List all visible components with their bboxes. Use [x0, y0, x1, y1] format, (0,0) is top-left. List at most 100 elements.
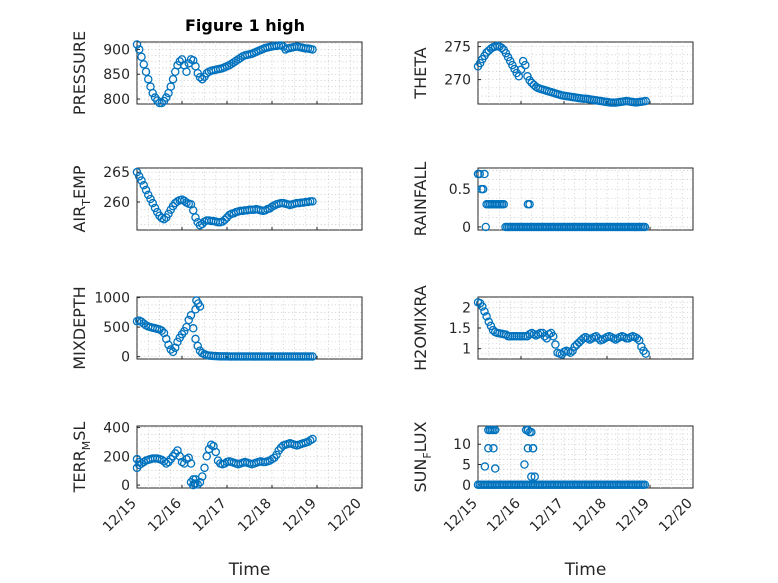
data-point — [632, 334, 642, 343]
data-point — [139, 181, 148, 190]
y-tick-label: 1 — [462, 342, 471, 358]
data-point — [551, 340, 560, 349]
data-point — [308, 352, 317, 361]
y-tick-label: 260 — [103, 195, 130, 211]
data-point — [134, 460, 144, 470]
axes-pressure: 800 850 900 PRESSURE — [70, 31, 363, 115]
data-point — [166, 345, 175, 354]
data-point — [527, 427, 536, 437]
axes-sun_flux: 0 5 10 12/15 12/16 12/17 12/18 12/19 12/20 SUNFLU… — [411, 421, 696, 580]
data-point — [191, 213, 200, 222]
x-tick-label: 12/17 — [527, 496, 567, 536]
data-point — [211, 447, 220, 457]
plot-area — [136, 425, 363, 489]
data-point — [637, 342, 646, 351]
data-point — [497, 43, 506, 53]
y-tick-label: 1.5 — [449, 321, 471, 337]
data-point — [490, 464, 500, 473]
x-tick-label: 12/20 — [325, 496, 365, 536]
data-point — [480, 307, 489, 316]
data-point — [499, 200, 509, 209]
data-point — [308, 45, 317, 54]
data-point — [134, 45, 144, 54]
y-axis-label: SUNFLUX — [411, 421, 434, 492]
data-point — [566, 348, 575, 358]
data-point — [143, 190, 153, 200]
data-point — [218, 217, 227, 226]
data-point — [530, 472, 540, 481]
data-point — [148, 198, 157, 208]
y-tick-label: 0 — [121, 350, 130, 366]
data-point — [520, 460, 529, 469]
data-point — [521, 60, 530, 70]
figure-title: Figure 1 high — [185, 16, 305, 35]
data-point — [641, 349, 650, 358]
data-point — [184, 315, 193, 325]
x-tick-label: 12/15 — [100, 496, 140, 536]
data-point — [482, 312, 491, 321]
data-point — [640, 222, 650, 232]
data-point — [164, 209, 173, 219]
data-point — [148, 88, 157, 98]
data-point — [525, 200, 534, 209]
data-point — [480, 462, 490, 471]
data-point — [480, 169, 489, 179]
y-tick-label: 0 — [462, 478, 471, 494]
data-point — [202, 68, 211, 78]
x-tick-label: 12/18 — [235, 496, 275, 536]
data-point — [308, 197, 317, 206]
data-point — [523, 444, 533, 453]
y-tick-label: 5 — [462, 457, 471, 473]
y-tick-label: 850 — [103, 67, 130, 83]
data-point — [478, 302, 487, 311]
axes-terr_msl: 0 200 400 12/15 12/16 12/17 12/18 12/19 12/20 TER… — [70, 420, 365, 580]
data-point — [197, 472, 207, 481]
data-point — [173, 446, 182, 455]
x-tick-label: 12/16 — [484, 495, 524, 535]
y-axis-label: AIRTEMP — [70, 165, 93, 232]
subplot-grid: 800 850 900 PRESSURE 270 275 THETA 260 265 AIRTEM… — [70, 31, 696, 580]
data-point — [143, 74, 153, 84]
data-point — [191, 475, 200, 484]
data-point — [182, 454, 191, 464]
x-tick-label: 12/17 — [190, 496, 230, 536]
y-axis-label: MIXDEPTH — [70, 286, 89, 369]
data-point — [150, 203, 160, 213]
data-point — [475, 169, 484, 179]
data-point — [549, 332, 558, 341]
data-point — [168, 347, 178, 357]
y-tick-label: 0 — [462, 220, 471, 236]
data-point — [157, 326, 166, 335]
axes-rainfall: 0 0.5 RAINFALL — [411, 162, 694, 236]
data-point — [157, 98, 166, 108]
y-tick-label: 400 — [103, 420, 130, 436]
data-point — [190, 479, 199, 488]
data-point — [481, 222, 490, 232]
y-tick-label: 200 — [103, 449, 130, 465]
data-point — [186, 311, 196, 320]
y-axis-label: THETA — [411, 47, 430, 99]
data-point — [161, 93, 171, 102]
y-tick-label: 270 — [444, 73, 471, 89]
data-point — [220, 215, 229, 225]
data-point — [272, 450, 281, 460]
data-point — [134, 172, 144, 181]
y-tick-label: 0.5 — [449, 182, 471, 198]
data-point — [186, 459, 196, 468]
data-point — [305, 436, 315, 445]
data-point — [528, 444, 538, 453]
y-tick-label: 900 — [103, 42, 130, 58]
plot-area — [477, 296, 694, 360]
data-point — [191, 305, 200, 314]
data-point — [478, 184, 488, 194]
data-point — [146, 194, 155, 204]
plot-area — [477, 425, 694, 489]
data-point — [193, 341, 202, 351]
y-axis-label: PRESSURE — [70, 31, 89, 115]
data-point — [236, 53, 245, 63]
y-tick-label: 265 — [103, 165, 130, 181]
y-axis-label: TERRMSL — [70, 422, 93, 494]
data-point — [484, 317, 493, 327]
axes-theta: 270 275 THETA — [411, 40, 694, 107]
